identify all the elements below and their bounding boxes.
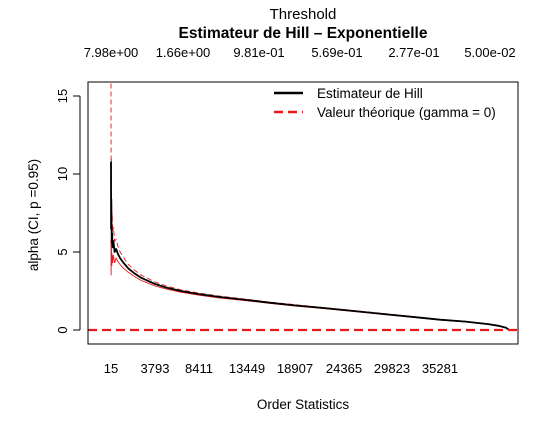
top-tick-label: 7.98e+00 [84,45,139,60]
x-tick-label: 13449 [229,361,265,376]
x-tick-label: 15 [104,361,118,376]
x-axis-label: Order Statistics [257,397,350,412]
top-tick-label: 9.81e-01 [233,45,284,60]
plot-area [88,83,518,332]
top-tick-label: 5.00e-02 [464,45,515,60]
x-tick-label: 3793 [141,361,170,376]
x-tick-label: 35281 [422,361,458,376]
y-tick-label: 5 [55,248,70,255]
top-tick-label: 2.77e-01 [388,45,439,60]
top-tick-labels: 7.98e+00 1.66e+00 9.81e-01 5.69e-01 2.77e-01… [84,45,516,60]
y-tick-label: 15 [55,89,70,103]
x-tick-label: 18907 [277,361,313,376]
legend: Estimateur de Hill Valeur théorique (gam… [274,86,496,120]
ci-lower-line [110,239,510,331]
legend-label-hill: Estimateur de Hill [317,86,423,101]
y-axis: 0 5 10 15 [55,89,81,334]
x-tick-label: 29823 [374,361,410,376]
chart-title: Estimateur de Hill – Exponentielle [179,25,428,42]
x-axis: 15 3793 8411 13449 18907 24365 29823 35281 [104,361,458,376]
y-axis-label: alpha (CI, p =0.95) [26,159,41,271]
top-tick-label: 5.69e-01 [311,45,362,60]
y-tick-label: 0 [55,326,70,333]
legend-label-theoretical: Valeur théorique (gamma = 0) [317,105,496,120]
top-axis-label: Threshold [270,6,337,23]
x-tick-label: 8411 [185,361,213,376]
top-tick-label: 1.66e+00 [156,45,211,60]
ci-upper-line [110,83,510,330]
plot-border [87,81,519,345]
y-tick-label: 10 [55,167,70,181]
x-tick-label: 24365 [326,361,362,376]
hill-estimator-line [110,161,510,331]
